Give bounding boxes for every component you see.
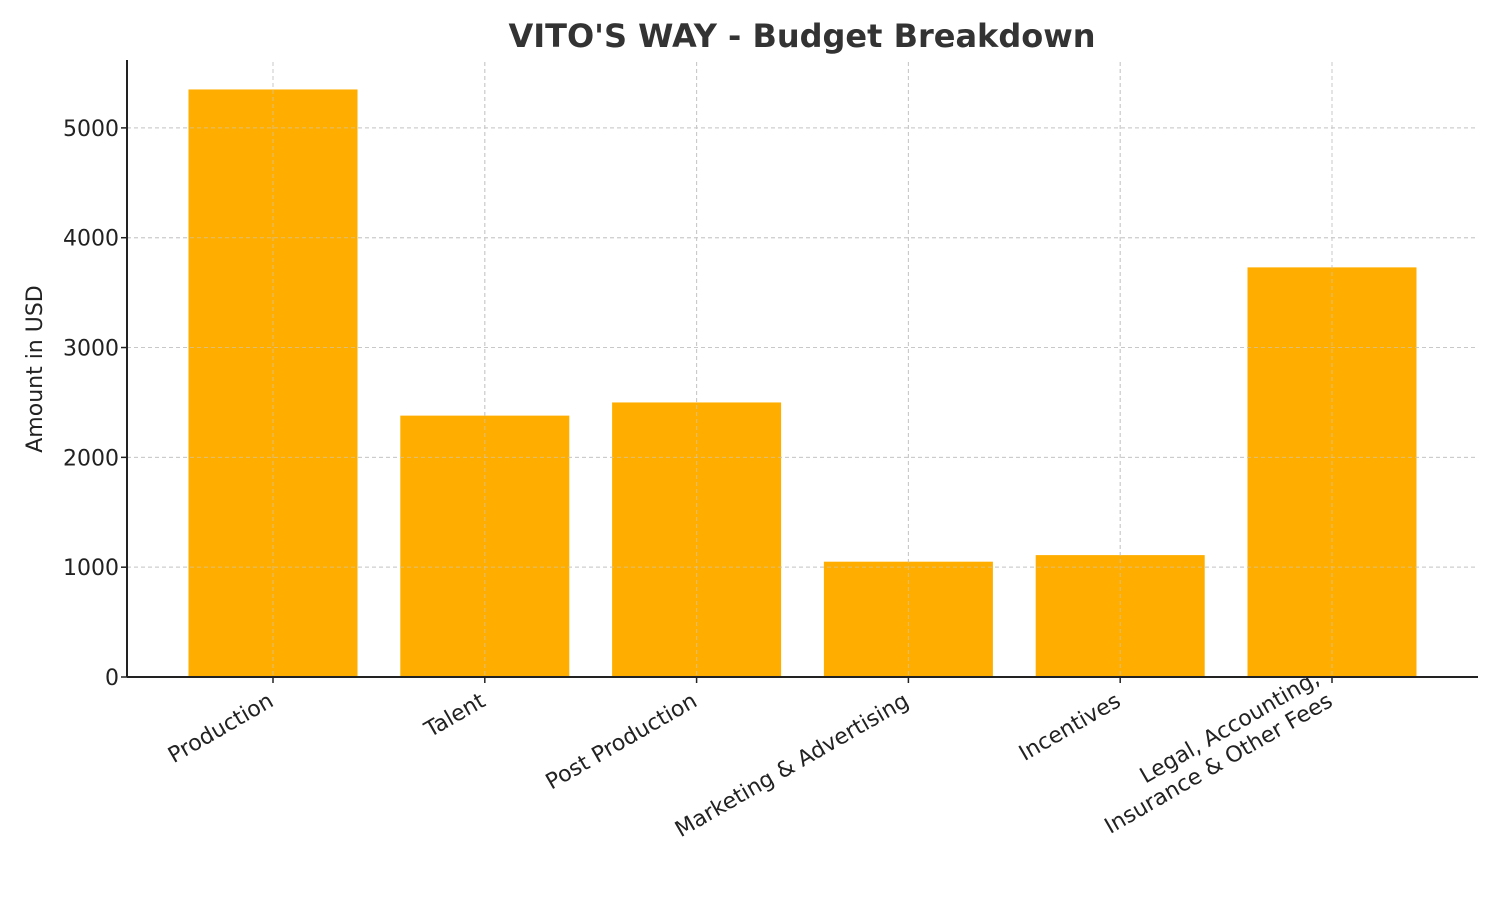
x-tick-label-line: Insurance & Other Fees [1101,689,1337,840]
y-tick-label: 2000 [63,446,119,471]
axes [126,60,1478,678]
x-tick-label: Production [164,689,278,769]
y-tick-label: 3000 [63,337,119,362]
x-tick-label-line: Talent [420,688,490,743]
x-tick-label-line: Post Production [542,689,702,796]
x-tick-label-line: Incentives [1015,689,1125,767]
bars [127,62,1478,677]
bar [188,89,358,677]
x-tick-label: Legal, Accounting,Insurance & Other Fees [1088,666,1337,839]
y-tick-label: 1000 [63,556,119,581]
y-tick-label: 4000 [63,227,119,252]
x-tick-label-line: Marketing & Advertising [671,689,913,843]
y-tick-label: 5000 [63,117,119,142]
y-ticks: 0 1000 2000 3000 4000 5000 [63,117,127,691]
chart-title: VITO'S WAY - Budget Breakdown [508,17,1095,55]
x-tick-label: Incentives [1015,689,1125,767]
x-ticks: Production Talent Post ProductionMarketing… [164,666,1337,843]
x-tick-label-line: Production [164,689,278,769]
x-tick-label: Marketing & Advertising [671,689,913,843]
x-tick-label: Talent [420,688,490,743]
y-axis-label: Amount in USD [23,285,48,453]
y-tick-label: 0 [105,666,119,691]
x-tick-label: Post Production [542,689,702,796]
